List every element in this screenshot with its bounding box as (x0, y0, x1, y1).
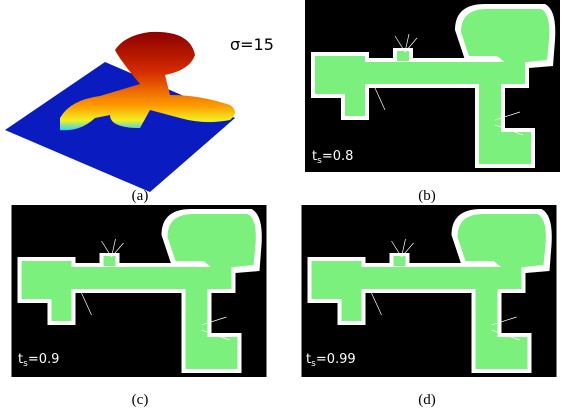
figure: σ=15 (a) ts=0.8 (b) ts=0.9 (c) ts=0.99 (… (0, 0, 566, 414)
surface-plot (5, 32, 235, 192)
caption: (c) (132, 392, 149, 408)
caption: (b) (418, 188, 436, 204)
caption: (d) (418, 392, 436, 408)
caption: (a) (132, 188, 149, 204)
map-image (305, 0, 560, 172)
sigma-label: σ=15 (230, 35, 274, 54)
